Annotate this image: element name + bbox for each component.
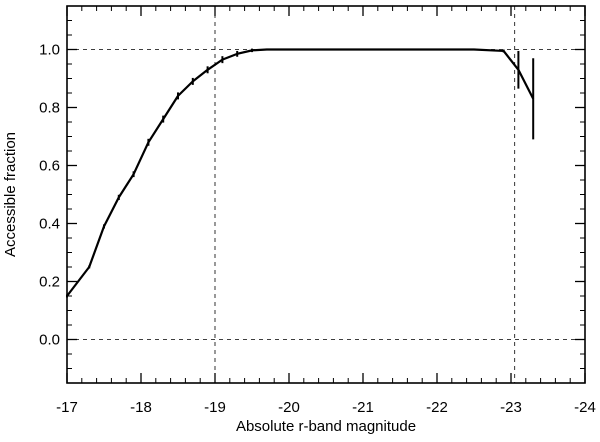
x-tick-label: -24 <box>574 399 596 416</box>
y-tick-label: 0.6 <box>39 158 60 175</box>
plot-frame <box>66 5 586 384</box>
y-tick-label: 0.8 <box>39 100 60 117</box>
series-layer <box>66 48 535 298</box>
ticks-layer <box>66 5 586 384</box>
x-tick-label: -21 <box>352 399 374 416</box>
y-tick-label: 0.0 <box>39 332 60 349</box>
tick-labels: -17 -18 -19 -20 -21 -22 -23 -24 0.0 0.2 0.4 0.6 0.8 1… <box>39 42 596 417</box>
x-tick-label: -20 <box>278 399 300 416</box>
series-line <box>66 48 535 297</box>
x-tick-label: -18 <box>130 399 152 416</box>
x-tick-label: -17 <box>56 399 78 416</box>
y-axis-title: Accessible fraction <box>2 132 19 257</box>
y-tick-label: 0.4 <box>39 216 60 233</box>
x-tick-label: -22 <box>426 399 448 416</box>
y-tick-label: 0.2 <box>39 274 60 291</box>
y-tick-label: 1.0 <box>39 42 60 59</box>
x-axis-title: Absolute r-band magnitude <box>236 418 416 435</box>
x-tick-label: -23 <box>500 399 522 416</box>
reference-lines <box>67 6 585 383</box>
x-tick-label: -19 <box>204 399 226 416</box>
